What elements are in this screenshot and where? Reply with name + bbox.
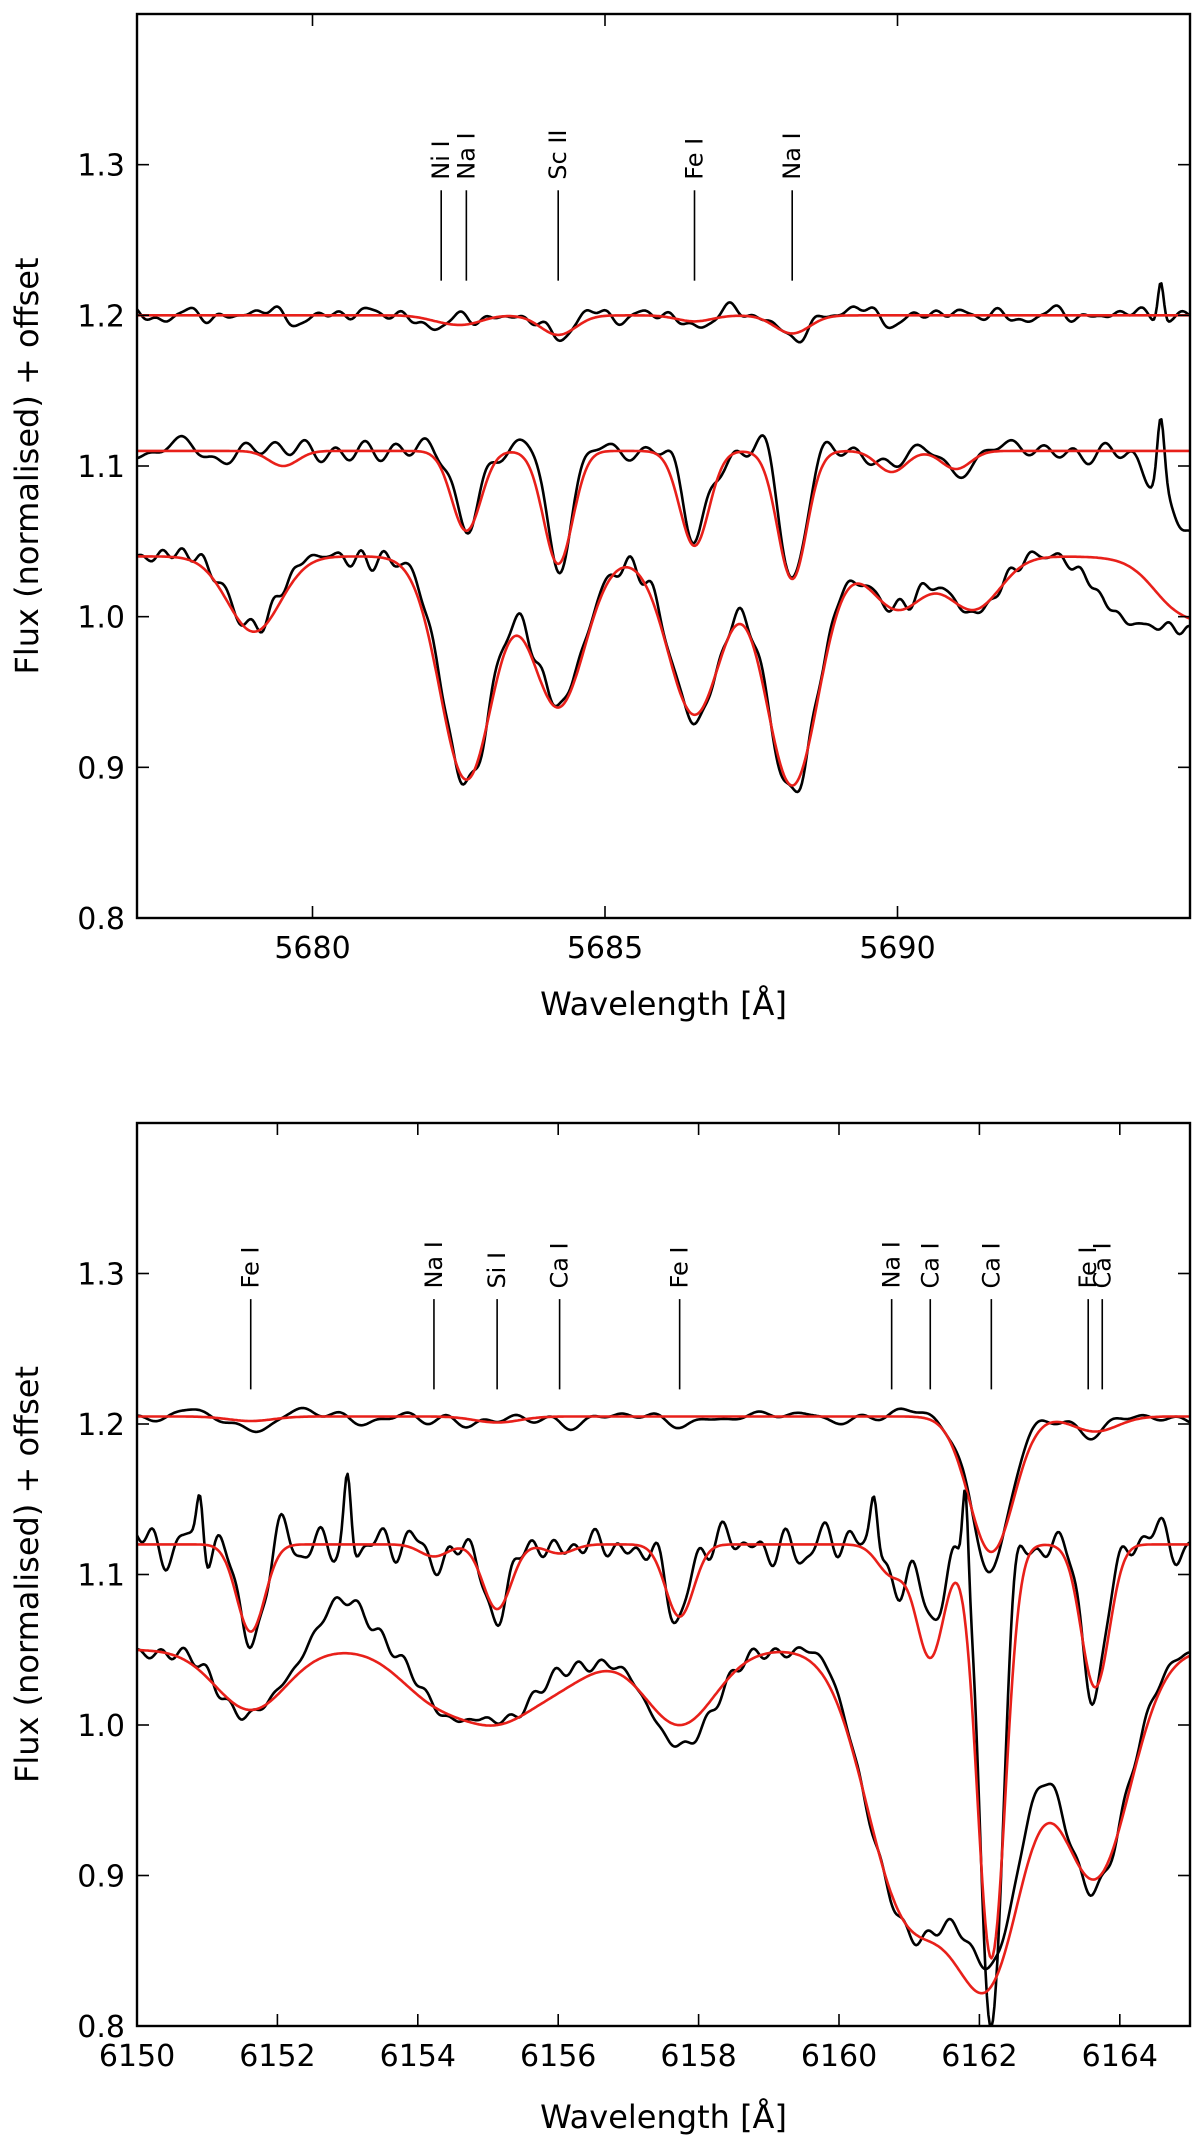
series-line-model bbox=[137, 555, 1190, 787]
x-axis-title: Wavelength [Å] bbox=[540, 985, 787, 1023]
line-marker-label: Fe I bbox=[1074, 1247, 1102, 1289]
y-tick-label: 1.2 bbox=[77, 1408, 125, 1443]
y-axis-title: Flux (normalised) + offset bbox=[8, 257, 46, 674]
series-line-model-offset-0-2 bbox=[137, 314, 1190, 337]
line-marker-label: Ca I bbox=[546, 1242, 574, 1288]
line-marker-label: Si I bbox=[483, 1252, 511, 1289]
line-marker-label: Na I bbox=[452, 132, 480, 179]
y-tick-label: 1.2 bbox=[77, 299, 125, 334]
x-tick-label: 5685 bbox=[567, 931, 643, 966]
x-tick-label: 5680 bbox=[274, 931, 350, 966]
y-tick-label: 0.8 bbox=[77, 902, 125, 937]
line-marker-label: Fe I bbox=[666, 1247, 694, 1289]
x-tick-label: 6158 bbox=[660, 2039, 736, 2074]
y-tick-label: 1.0 bbox=[77, 601, 125, 636]
x-tick-label: 6162 bbox=[941, 2039, 1017, 2074]
series-line-observed-offset-0-2 bbox=[137, 282, 1190, 344]
x-tick-label: 6160 bbox=[801, 2039, 877, 2074]
series-line-model-offset-0-1 bbox=[137, 1543, 1190, 1960]
x-tick-label: 6164 bbox=[1082, 2039, 1158, 2074]
series-line-observed-offset-0-1 bbox=[137, 418, 1190, 579]
y-tick-label: 0.9 bbox=[77, 751, 125, 786]
bottom-spectrum-panel: Fe I Na I Si I Ca I Fe I Na I Ca I Ca I Fe ICa I… bbox=[8, 1121, 1192, 2136]
y-tick-label: 0.8 bbox=[77, 2010, 125, 2045]
line-marker-label: Sc II bbox=[544, 130, 572, 180]
x-tick-label: 6150 bbox=[99, 2039, 175, 2074]
y-tick-label: 1.0 bbox=[77, 1709, 125, 1744]
series-line-model bbox=[137, 1648, 1190, 1995]
plot-frame bbox=[135, 12, 1192, 920]
y-tick-label: 1.1 bbox=[77, 1559, 125, 1594]
series-line-observed bbox=[137, 547, 1190, 794]
line-marker-label: Fe I bbox=[237, 1247, 265, 1289]
y-tick-label: 1.3 bbox=[77, 149, 125, 184]
line-marker-label: Ca I bbox=[916, 1242, 944, 1288]
line-marker-label: Na I bbox=[420, 1241, 448, 1288]
line-marker-label: Ca I bbox=[1088, 1242, 1116, 1288]
series-line-observed bbox=[137, 1596, 1190, 1971]
x-tick-label: 5690 bbox=[859, 931, 935, 966]
y-tick-label: 1.3 bbox=[77, 1258, 125, 1293]
series-line-observed-offset-0-1 bbox=[137, 1472, 1190, 2026]
line-marker-label: Ni I bbox=[427, 140, 455, 179]
x-axis-title: Wavelength [Å] bbox=[540, 2098, 787, 2136]
x-tick-label: 6154 bbox=[380, 2039, 456, 2074]
series-line-observed-offset-0-2 bbox=[137, 1406, 1190, 1574]
x-tick-label: 6152 bbox=[239, 2039, 315, 2074]
line-marker-label: Ca I bbox=[977, 1242, 1005, 1288]
series-group bbox=[137, 1406, 1190, 2026]
line-marker-label: Na I bbox=[878, 1241, 906, 1288]
y-tick-label: 1.1 bbox=[77, 450, 125, 485]
x-tick-label: 6156 bbox=[520, 2039, 596, 2074]
series-group bbox=[137, 282, 1190, 794]
series-line-model-offset-0-2 bbox=[137, 1415, 1190, 1554]
line-marker-label: Na I bbox=[778, 132, 806, 179]
line-marker-label: Fe I bbox=[681, 138, 709, 180]
y-tick-label: 0.9 bbox=[77, 1860, 125, 1895]
series-line-model-offset-0-1 bbox=[137, 449, 1190, 581]
y-axis-title: Flux (normalised) + offset bbox=[8, 1366, 46, 1783]
